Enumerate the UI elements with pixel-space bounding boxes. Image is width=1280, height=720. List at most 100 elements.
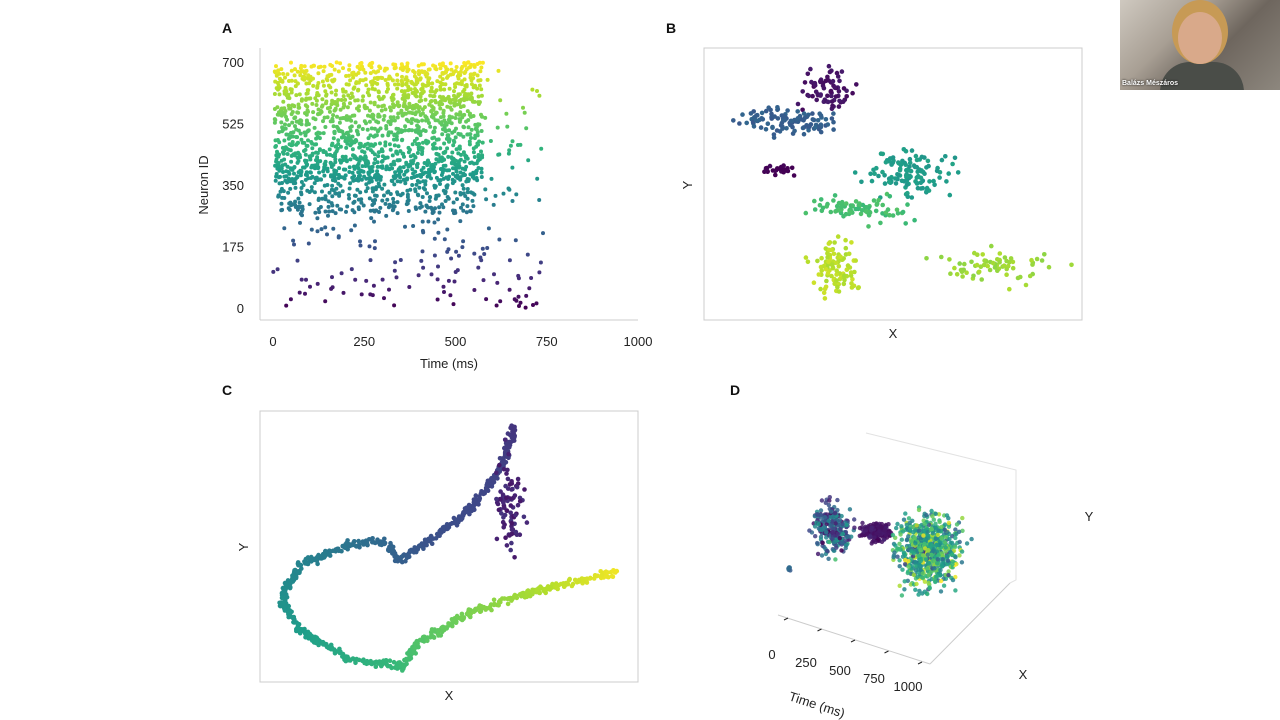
- a-spike-point: [452, 89, 456, 94]
- c-trajectory-point: [435, 628, 441, 633]
- b-point: [855, 285, 861, 291]
- c-trajectory-point: [543, 587, 549, 592]
- b-point: [883, 160, 889, 165]
- b-point: [903, 173, 909, 178]
- d-point: [953, 544, 958, 549]
- a-spike-point: [417, 71, 422, 76]
- a-spike-point: [402, 172, 407, 177]
- a-spike-point: [391, 92, 396, 97]
- d-point: [922, 538, 928, 543]
- a-spike-point: [302, 165, 307, 170]
- b-point: [784, 126, 789, 131]
- a-spike-point: [361, 78, 366, 83]
- c-ylabel: Y: [236, 542, 251, 551]
- d-point: [930, 531, 935, 536]
- a-spike-point: [406, 164, 411, 169]
- a-spike-point: [403, 124, 408, 129]
- a-spike-point: [473, 122, 478, 127]
- panel-label-b: B: [666, 20, 676, 36]
- a-spike-point: [309, 185, 314, 190]
- a-spike-point: [446, 154, 451, 159]
- a-spike-point: [445, 104, 450, 109]
- b-point: [868, 171, 873, 177]
- a-spike-point: [443, 129, 448, 134]
- a-spike-point: [298, 73, 303, 78]
- a-spike-point: [299, 69, 304, 74]
- a-spike-point: [336, 142, 341, 146]
- d-time-tick-label: 1000: [894, 679, 923, 694]
- a-spike-point: [391, 159, 396, 164]
- a-spike-point: [279, 67, 284, 72]
- a-spike-point: [403, 224, 407, 229]
- b-point: [895, 211, 901, 216]
- a-spike-point: [461, 191, 466, 196]
- a-spike-point: [399, 89, 404, 94]
- a-spike-point: [414, 88, 419, 93]
- a-spike-point: [373, 157, 378, 162]
- c-trajectory-point: [335, 547, 341, 552]
- a-spike-point: [402, 98, 407, 103]
- a-spike-point: [427, 199, 432, 203]
- a-spike-point: [369, 142, 374, 147]
- a-spike-point: [330, 209, 335, 214]
- b-point: [907, 156, 913, 162]
- b-frame: [703, 47, 1083, 321]
- a-spike-point: [384, 124, 389, 128]
- a-spike-point: [369, 168, 373, 173]
- d-point: [924, 513, 929, 518]
- a-spike-point: [443, 199, 448, 203]
- a-spike-point: [313, 210, 318, 215]
- b-point: [903, 221, 908, 226]
- b-point: [791, 173, 797, 178]
- a-spike-point: [306, 241, 311, 246]
- a-spike-point: [376, 90, 381, 95]
- a-spike-point: [367, 63, 372, 68]
- b-point: [843, 245, 849, 251]
- a-spike-point: [375, 164, 380, 169]
- a-spike-point: [475, 62, 480, 66]
- a-spike-point: [413, 112, 418, 117]
- a-spike-point: [434, 175, 439, 180]
- a-spike-point: [531, 303, 535, 307]
- a-spike-point: [293, 185, 298, 190]
- a-spike-point: [459, 205, 463, 210]
- a-spike-point: [396, 130, 400, 135]
- a-spike-point: [351, 86, 356, 91]
- c-point: [497, 462, 502, 468]
- d-point: [969, 536, 974, 542]
- d-point: [879, 521, 884, 527]
- a-spike-point: [406, 198, 411, 203]
- a-spike-point: [410, 167, 415, 172]
- b-point: [767, 163, 773, 169]
- a-spike-point: [462, 96, 466, 101]
- a-spike-point: [313, 96, 318, 101]
- c-trajectory-point: [304, 561, 310, 566]
- a-spike-point: [433, 90, 438, 95]
- c-trajectory-point: [554, 583, 559, 588]
- a-spike-point: [305, 104, 310, 109]
- b-point: [809, 79, 814, 85]
- b-point: [770, 168, 776, 173]
- a-spike-point: [290, 103, 295, 108]
- a-spike-point: [421, 83, 426, 88]
- b-point: [932, 182, 937, 188]
- a-spike-point: [412, 175, 417, 179]
- c-point: [513, 529, 519, 535]
- c-trajectory-point: [374, 659, 379, 665]
- a-spike-point: [351, 153, 355, 158]
- a-spike-point: [290, 134, 295, 139]
- b-point: [807, 124, 812, 129]
- b-point: [772, 114, 777, 119]
- a-spike-point: [398, 258, 403, 262]
- a-spike-point: [352, 193, 357, 198]
- a-spike-point: [421, 62, 426, 67]
- a-spike-point: [323, 194, 328, 199]
- c-trajectory-point: [389, 665, 394, 671]
- a-spike-point: [282, 138, 287, 143]
- a-spike-point: [355, 98, 360, 103]
- c-trajectory-point: [277, 600, 282, 606]
- a-spike-point: [416, 273, 421, 278]
- b-point: [810, 93, 815, 99]
- a-spike-point: [282, 226, 287, 231]
